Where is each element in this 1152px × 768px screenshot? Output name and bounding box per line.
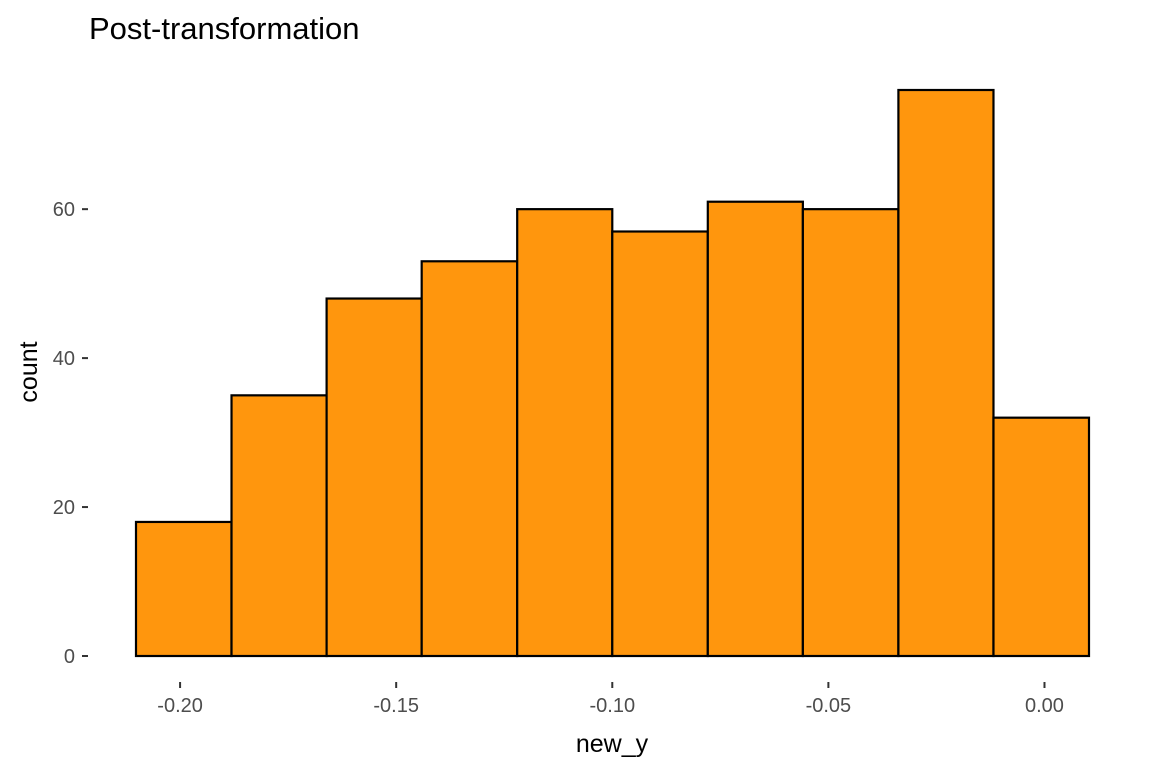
x-axis: -0.20 -0.15 -0.10 -0.05 0.00 xyxy=(157,682,1064,717)
x-axis-title: new_y xyxy=(576,730,649,758)
histogram-bar-6 xyxy=(611,230,709,658)
x-tick-label-2: -0.15 xyxy=(373,695,419,717)
y-axis-title: count xyxy=(15,341,43,402)
y-tick-label-3: 40 xyxy=(53,348,75,370)
histogram-bar-9 xyxy=(897,88,995,658)
histogram-bar-7 xyxy=(706,200,804,658)
y-tick-label-4: 60 xyxy=(53,199,75,221)
histogram-bar-4 xyxy=(420,260,519,658)
histogram-bar-3 xyxy=(325,297,423,658)
bars-group xyxy=(134,88,1091,658)
histogram-bar-1 xyxy=(134,520,233,658)
y-axis: 0 20 40 60 xyxy=(53,199,88,668)
chart-title: Post-transformation xyxy=(89,11,360,46)
y-tick-label-2: 20 xyxy=(53,497,75,519)
y-tick-label-1: 0 xyxy=(64,646,75,668)
x-tick-label-5: 0.00 xyxy=(1025,695,1064,717)
x-tick-label-1: -0.20 xyxy=(157,695,203,717)
histogram-bar-5 xyxy=(516,208,614,658)
histogram-bar-8 xyxy=(801,208,900,658)
histogram-bar-2 xyxy=(230,394,328,658)
x-tick-label-3: -0.10 xyxy=(589,695,635,717)
x-tick-label-4: -0.05 xyxy=(806,695,852,717)
histogram-bar-10 xyxy=(992,416,1091,658)
